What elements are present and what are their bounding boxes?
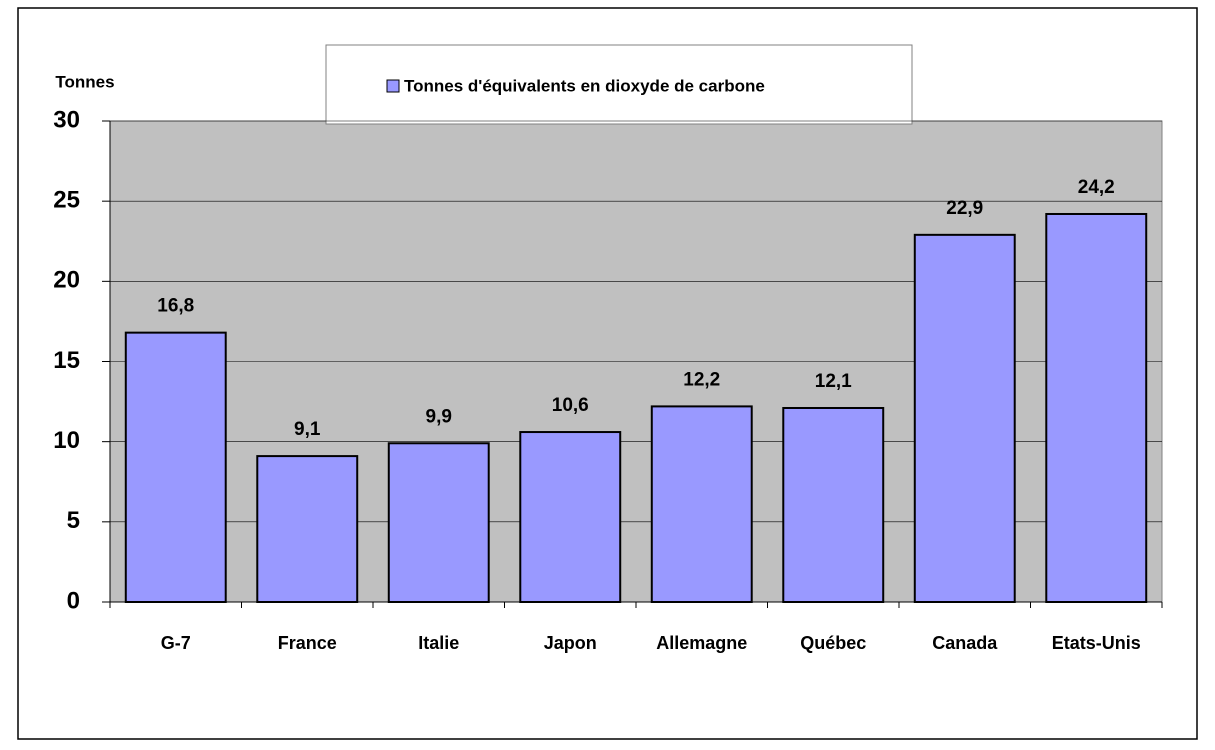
x-tick-label: Italie bbox=[418, 633, 459, 653]
bar bbox=[782, 406, 885, 603]
bar bbox=[650, 405, 753, 604]
y-axis-label: Tonnes bbox=[55, 72, 114, 91]
y-tick-label: 0 bbox=[67, 587, 80, 614]
bar bbox=[1045, 212, 1148, 603]
y-tick-label: 20 bbox=[53, 267, 80, 294]
x-tick-label: Allemagne bbox=[656, 633, 747, 653]
x-tick-label: Québec bbox=[800, 633, 866, 653]
x-tick-label: Canada bbox=[932, 633, 998, 653]
bar bbox=[519, 431, 622, 603]
value-label: 12,1 bbox=[815, 371, 852, 392]
legend-box bbox=[325, 44, 913, 125]
x-tick-label: G-7 bbox=[161, 633, 191, 653]
x-tick-label: France bbox=[278, 633, 337, 653]
value-label: 10,6 bbox=[552, 395, 589, 416]
y-tick-label: 25 bbox=[53, 187, 80, 214]
x-tick-label: Etats-Unis bbox=[1052, 633, 1141, 653]
bar bbox=[387, 442, 490, 603]
legend-swatch bbox=[386, 79, 400, 93]
y-tick-label: 15 bbox=[53, 347, 80, 374]
x-tick-label: Japon bbox=[544, 633, 597, 653]
value-label: 9,9 bbox=[426, 406, 452, 427]
y-tick-label: 30 bbox=[53, 106, 80, 133]
value-label: 24,2 bbox=[1078, 177, 1115, 198]
value-label: 22,9 bbox=[946, 198, 983, 219]
bar bbox=[913, 233, 1016, 603]
legend-label: Tonnes d'équivalents en dioxyde de carbo… bbox=[404, 76, 765, 95]
bar bbox=[124, 331, 227, 603]
value-label: 12,2 bbox=[683, 369, 720, 390]
value-label: 9,1 bbox=[294, 419, 321, 440]
y-tick-label: 10 bbox=[53, 427, 80, 454]
y-tick-label: 5 bbox=[67, 507, 80, 534]
bar bbox=[256, 455, 359, 604]
value-label: 16,8 bbox=[157, 296, 194, 317]
